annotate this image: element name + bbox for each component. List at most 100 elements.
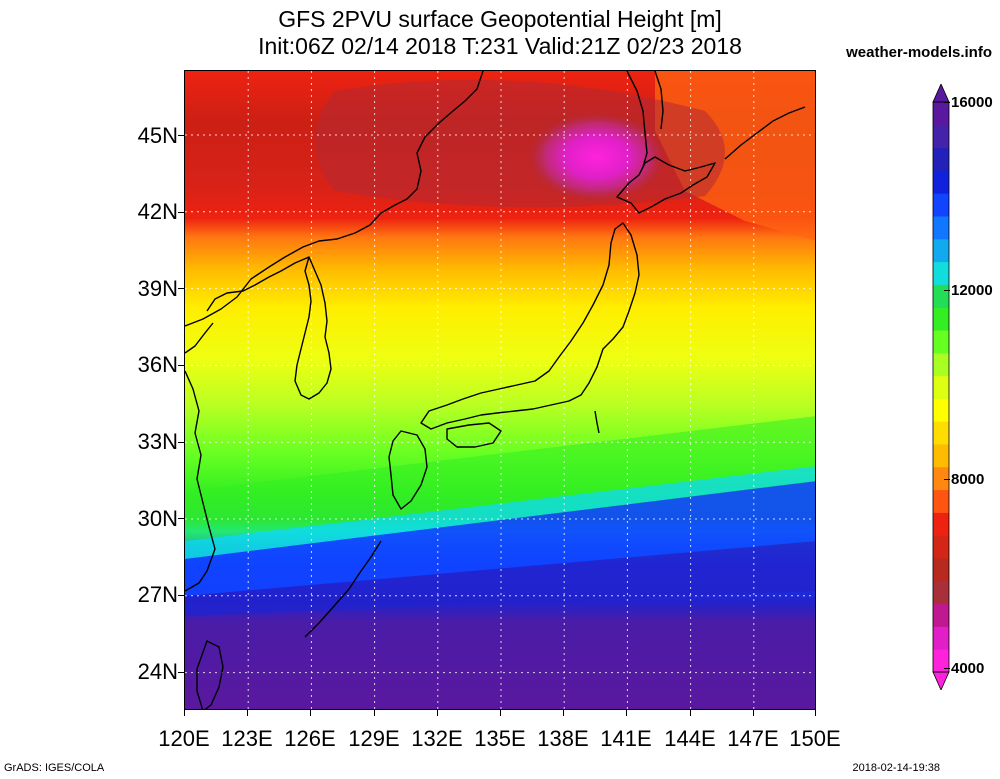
colorbar-step-15500 [933, 124, 949, 149]
lon-tick-144e [690, 710, 691, 716]
colorbar-step-9500 [933, 398, 949, 422]
lon-label-141e: 141E [600, 726, 652, 751]
lon-label-138e: 138E [537, 726, 589, 751]
lon-tick-123e [247, 710, 248, 716]
site-label[interactable]: weather-models.info [846, 44, 992, 61]
lon-tick-132e [437, 710, 438, 716]
colorbar-step-13000 [933, 238, 949, 263]
colorbar-tick-8000 [944, 479, 950, 480]
lon-tick-135e [500, 710, 501, 716]
lat-label-24n: 24N [137, 659, 178, 684]
colorbar-step-7000 [933, 512, 949, 536]
map-svg [185, 71, 815, 709]
lat-label-33n: 33N [137, 429, 178, 454]
coast-taiwan [196, 640, 224, 709]
lat-tick-39n [178, 288, 184, 289]
colorbar-step-8000 [933, 466, 949, 491]
chart-title: GFS 2PVU surface Geopotential Height [m] [278, 6, 722, 32]
coast-china-south [185, 370, 216, 592]
colorbar-step-14500 [933, 170, 949, 194]
colorbar-tick-16000 [944, 102, 950, 103]
colorbar-tick-12000 [944, 290, 950, 291]
lat-tick-42n [178, 212, 184, 213]
map-panel [184, 70, 816, 710]
colorbar-step-13500 [933, 216, 949, 240]
lon-label-129e: 129E [348, 726, 400, 751]
colorbar-step-4000 [933, 649, 949, 673]
lat-tick-27n [178, 595, 184, 596]
colorbar-step-7500 [933, 489, 949, 513]
colorbar-step-5000 [933, 603, 949, 627]
lon-label-120e: 120E [158, 726, 210, 751]
lat-label-27n: 27N [137, 582, 178, 607]
field-cyan-band [185, 466, 815, 559]
lat-label-45n: 45N [137, 123, 178, 148]
colorbar-max-triangle [932, 84, 950, 103]
coast-kyushu [388, 430, 428, 510]
colorbar-step-8500 [933, 444, 949, 468]
lat-tick-33n [178, 442, 184, 443]
colorbar-frame [932, 101, 950, 673]
footer-credit: GrADS: IGES/COLA [4, 762, 105, 774]
colorbar-step-10000 [933, 375, 949, 399]
lat-label-36n: 36N [137, 352, 178, 377]
colorbar-step-11000 [933, 330, 949, 354]
lon-tick-129e [374, 710, 375, 716]
colorbar-step-6500 [933, 535, 949, 559]
coast-shikoku [446, 422, 502, 448]
lon-label-135e: 135E [474, 726, 526, 751]
colorbar-label-12000: 12000 [951, 282, 993, 299]
field-blue-band [185, 481, 815, 596]
colorbar-min-triangle [932, 671, 950, 690]
lon-tick-138e [563, 710, 564, 716]
colorbar-steps [932, 84, 950, 690]
coast-sakhalin [626, 71, 648, 168]
colorbar-tick-4000 [944, 668, 950, 669]
colorbar-label-4000: 4000 [951, 660, 985, 677]
lon-label-132e: 132E [411, 726, 463, 751]
lon-tick-126e [310, 710, 311, 716]
coast-hokkaido [616, 156, 716, 214]
grid-lines [185, 71, 815, 709]
colorbar-step-6000 [933, 558, 949, 582]
lon-label-147e: 147E [727, 726, 779, 751]
lat-tick-30n [178, 518, 184, 519]
coast-honshu [420, 222, 640, 430]
chart-title-block: GFS 2PVU surface Geopotential Height [m]… [150, 6, 850, 60]
lon-label-150e: 150E [789, 726, 841, 751]
lon-label-126e: 126E [284, 726, 336, 751]
colorbar-step-11500 [933, 307, 949, 331]
colorbar [932, 84, 950, 690]
lon-tick-150e [815, 710, 816, 716]
colorbar-label-16000: 16000 [951, 94, 993, 111]
colorbar-step-16000 [933, 102, 949, 126]
colorbar-step-10500 [933, 352, 949, 377]
coast-mainland [185, 71, 484, 327]
lat-label-30n: 30N [137, 506, 178, 531]
footer-timestamp: 2018-02-14-19:38 [852, 762, 940, 774]
coast-kurils [724, 106, 806, 160]
lon-tick-141e [626, 710, 627, 716]
coast-sakhalin-east [654, 71, 664, 130]
coast-izu [594, 410, 600, 434]
lat-label-42n: 42N [137, 199, 178, 224]
lon-label-123e: 123E [221, 726, 273, 751]
coast-bohai [185, 322, 214, 354]
coast-ryukyu [304, 540, 382, 638]
colorbar-step-5500 [933, 580, 949, 605]
lat-tick-24n [178, 672, 184, 673]
field-minimum [527, 112, 667, 202]
colorbar-step-4500 [933, 626, 949, 650]
lat-tick-36n [178, 365, 184, 366]
colorbar-label-8000: 8000 [951, 471, 985, 488]
colorbar-step-9000 [933, 421, 949, 445]
coast-korea [294, 256, 332, 400]
lon-tick-120e [184, 710, 185, 716]
coast-liaodong [206, 256, 310, 312]
colorbar-step-15000 [933, 147, 949, 171]
lon-label-144e: 144E [664, 726, 716, 751]
lon-tick-147e [753, 710, 754, 716]
lat-tick-45n [178, 135, 184, 136]
coastlines [185, 71, 806, 709]
colorbar-step-14000 [933, 193, 949, 217]
